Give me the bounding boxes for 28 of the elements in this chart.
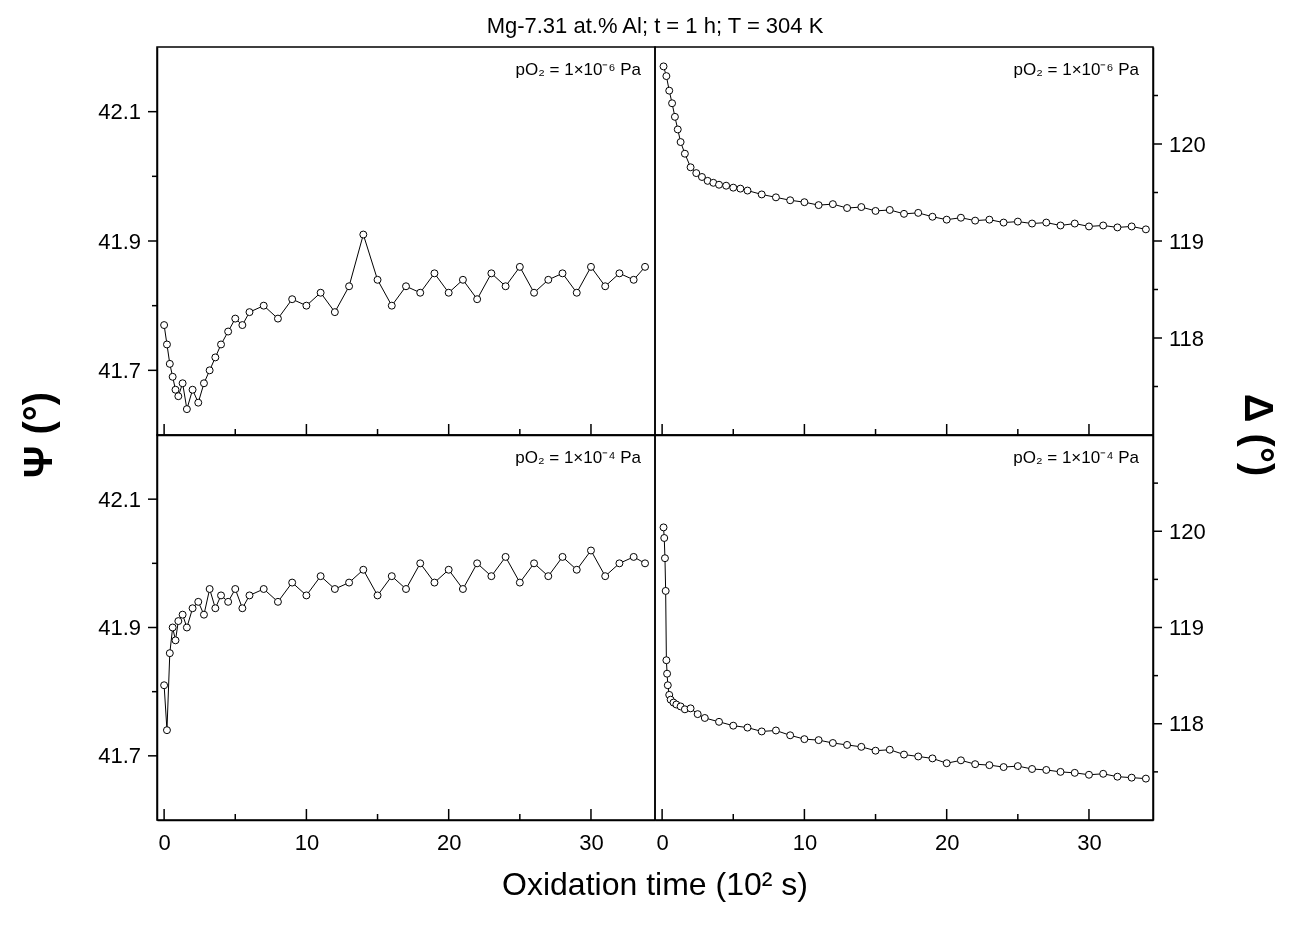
- y-tick-label: 42.1: [98, 486, 141, 512]
- x-tick-label: 10: [294, 829, 320, 855]
- y-tick-label: 119: [1169, 615, 1205, 641]
- annotation: pO₂ = 1×10⁻⁶ Pa: [515, 60, 642, 79]
- y-axis-title: Ψ (°): [16, 391, 60, 479]
- y-tick-label: 41.9: [98, 228, 141, 254]
- x-tick-label: 0: [656, 829, 669, 855]
- annotation: pO₂ = 1×10⁻⁶ Pa: [1013, 60, 1140, 79]
- x-tick-label: 20: [934, 829, 960, 855]
- x-axis-title: Oxidation time (10² s): [502, 866, 808, 902]
- y-tick-label: 118: [1169, 711, 1205, 737]
- y-tick-label: 42.1: [98, 99, 141, 125]
- chart-title: Mg-7.31 at.% Al; t = 1 h; T = 304 K: [486, 13, 824, 38]
- y-tick-label: 41.7: [98, 743, 141, 769]
- annotation: pO₂ = 1×10⁻⁴ Pa: [515, 448, 642, 467]
- x-tick-label: 30: [579, 829, 604, 855]
- x-tick-label: 20: [436, 829, 462, 855]
- x-tick-label: 0: [158, 829, 171, 855]
- annotation: pO₂ = 1×10⁻⁴ Pa: [1013, 448, 1140, 467]
- y-tick-label: 119: [1169, 228, 1205, 254]
- x-tick-label: 30: [1077, 829, 1102, 855]
- y-tick-label: 118: [1169, 325, 1205, 351]
- y-tick-label: 120: [1169, 131, 1206, 157]
- y-axis-title: Δ (°): [1237, 393, 1281, 477]
- y-tick-label: 41.7: [98, 357, 141, 383]
- y-tick-label: 41.9: [98, 615, 141, 641]
- y-tick-label: 120: [1169, 518, 1206, 544]
- x-tick-label: 10: [792, 829, 818, 855]
